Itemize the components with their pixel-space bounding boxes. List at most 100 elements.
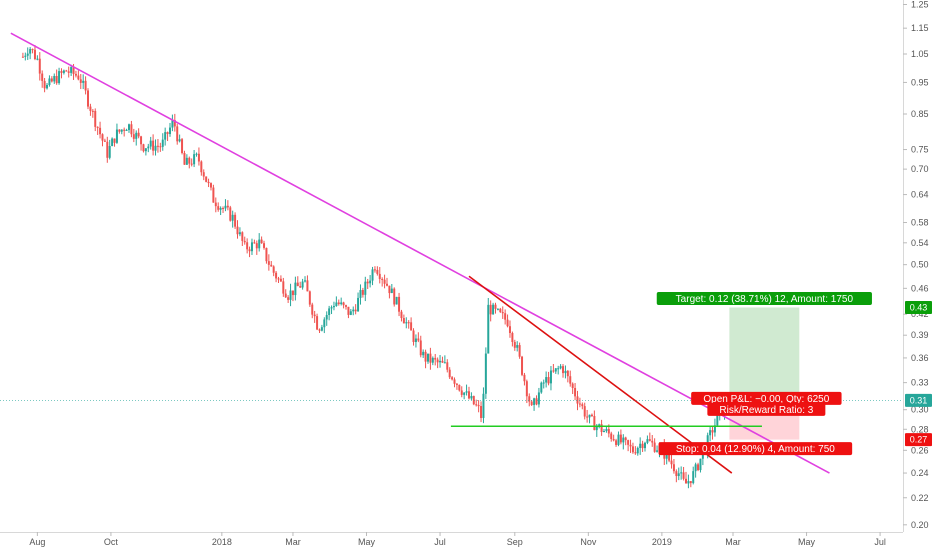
candle (630, 440, 632, 453)
candle (282, 278, 284, 297)
candle-body (398, 297, 400, 312)
candle-body (716, 415, 718, 425)
candle-body (314, 315, 316, 316)
profit-zone[interactable] (729, 307, 799, 400)
candle-body (463, 393, 465, 395)
candle-body (145, 148, 147, 151)
y-tick-label: 0.54 (911, 238, 929, 248)
candle-body (157, 146, 159, 147)
candle-body (142, 144, 144, 151)
candle (294, 277, 296, 301)
price-badge[interactable]: 0.43 (905, 301, 932, 314)
candle-body (333, 306, 335, 307)
price-axis[interactable]: 1.25 1.15 1.05 0.95 0.85 0.75 0.70 0.64 0.58 0.54… (903, 0, 932, 532)
candle-body (709, 430, 711, 435)
candle (109, 140, 111, 160)
candle-body (101, 134, 103, 140)
candle-body (318, 329, 320, 330)
candle (338, 300, 340, 306)
candle-body (485, 354, 487, 394)
candle-body (87, 90, 89, 106)
candle (152, 134, 154, 155)
candle (133, 129, 135, 142)
y-tick-label: 1.25 (911, 0, 929, 10)
candle (463, 392, 465, 399)
candle-body (642, 444, 644, 448)
candle (540, 382, 542, 394)
price-badge[interactable]: 0.27 (905, 433, 932, 446)
candle-body (482, 394, 484, 418)
stop-label[interactable]: Stop: 0.04 (12.90%) 4, Amount: 750 (659, 442, 853, 455)
candle (593, 410, 595, 430)
candle (403, 315, 405, 324)
candle-body (147, 147, 149, 149)
candle (504, 309, 506, 324)
magenta-trendline[interactable] (11, 33, 830, 473)
candle-body (126, 130, 128, 131)
candle-body (121, 130, 123, 132)
y-tick-label: 0.22 (911, 493, 929, 503)
candle (420, 336, 422, 358)
candle (408, 320, 410, 329)
candle-body (198, 154, 200, 162)
candle (523, 373, 525, 386)
candle-body (321, 327, 323, 330)
candle (475, 400, 477, 407)
candle-body (386, 284, 388, 286)
candle (550, 366, 552, 390)
candle-body (490, 305, 492, 314)
candle (572, 382, 574, 394)
candle-body (384, 280, 386, 284)
price-badge[interactable]: 0.31 (905, 394, 932, 407)
candle-body (116, 130, 118, 143)
candle-body (514, 342, 516, 348)
candle-body (258, 240, 260, 249)
candle (176, 124, 178, 145)
candle (169, 123, 171, 137)
candle (85, 76, 87, 94)
candle-body (521, 357, 523, 375)
candle (562, 364, 564, 378)
y-tick-label: 0.26 (911, 445, 929, 455)
candle (591, 414, 593, 417)
candle (482, 387, 484, 423)
candle (458, 384, 460, 391)
candle-body (408, 322, 410, 323)
time-axis[interactable]: Aug Oct 2018 Mar May Jul Sep Nov 2019 Mar May Jul (0, 532, 903, 547)
candle (58, 68, 60, 85)
candle-body (439, 361, 441, 362)
candle-body (217, 206, 219, 210)
candle-body (53, 76, 55, 81)
candle (273, 265, 275, 276)
candle (400, 310, 402, 322)
candle-body (576, 396, 578, 403)
candle (548, 372, 550, 385)
candle-body (56, 76, 58, 83)
candle (183, 151, 185, 165)
candle-body (601, 424, 603, 432)
candle-body (203, 172, 205, 176)
candle (425, 350, 427, 369)
x-tick-label: Aug (29, 537, 45, 547)
candle-body (133, 134, 135, 139)
candle (692, 467, 694, 485)
x-tick-label: May (358, 537, 376, 547)
candle (32, 49, 34, 54)
price-badge-label: 0.43 (910, 302, 928, 312)
candle-body (287, 297, 289, 300)
y-tick-label: 1.15 (911, 23, 929, 33)
target-label[interactable]: Target: 0.12 (38.71%) 12, Amount: 1750 (657, 292, 872, 305)
candle-body (367, 282, 369, 284)
candle-body (695, 464, 697, 471)
risk-reward-label[interactable]: Risk/Reward Ratio: 3 (707, 403, 825, 416)
candle (516, 341, 518, 351)
candle (239, 227, 241, 236)
candle-body (429, 354, 431, 363)
candle (690, 481, 692, 487)
candle (210, 182, 212, 190)
candle-body (538, 392, 540, 404)
candle-body (97, 127, 99, 128)
candle-body (620, 435, 622, 443)
candle-body (581, 404, 583, 406)
